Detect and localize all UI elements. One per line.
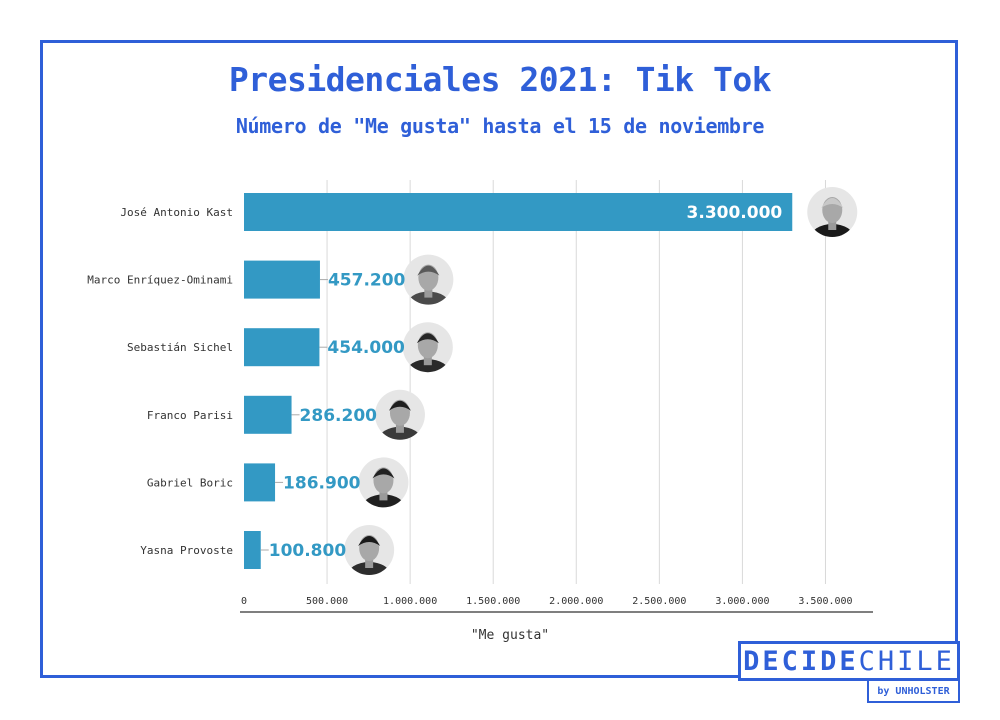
avatar-shoulders: [406, 291, 451, 305]
x-tick-label: 2.000.000: [549, 596, 603, 607]
category-label: Gabriel Boric: [147, 476, 233, 489]
bar: [244, 260, 320, 299]
value-label: 186.900: [283, 473, 361, 493]
avatar-neck: [424, 287, 433, 298]
value-label: 286.200: [300, 406, 378, 426]
logo-bold-text: DECIDE: [743, 645, 859, 677]
avatar-neck: [423, 355, 432, 366]
candidate-avatar: [402, 322, 453, 373]
value-labels: 3.300.000 457.200 454.000 286.200 186.900 100…: [269, 203, 783, 561]
category-labels: José Antonio Kast Marco Enríquez-Ominami S…: [87, 206, 233, 557]
candidate-avatar: [403, 254, 454, 305]
grid-lines: [326, 180, 826, 584]
decidechile-logo: DECIDECHILE: [738, 641, 960, 681]
avatar-neck: [395, 422, 404, 433]
avatar-neck: [379, 490, 388, 501]
chart-frame: [40, 40, 958, 678]
candidate-avatar: [344, 525, 395, 575]
value-label: 454.000: [327, 338, 405, 358]
avatar-hair: [416, 333, 439, 344]
avatar-hair: [417, 265, 440, 276]
x-tick-label: 0: [241, 596, 247, 607]
avatar-hair: [388, 400, 411, 411]
chart-subtitle: Número de "Me gusta" hasta el 15 de novi…: [235, 114, 765, 138]
x-tick-label: 3.000.000: [715, 596, 769, 607]
avatar-shoulders: [377, 426, 422, 440]
value-label: 100.800: [269, 541, 347, 561]
avatar-hair: [821, 198, 844, 208]
bars: [244, 193, 793, 569]
category-label: Marco Enríquez-Ominami: [87, 274, 233, 287]
bar: [244, 395, 292, 434]
bar: [244, 531, 261, 569]
byline-text: by UNHOLSTER: [877, 685, 950, 697]
value-label: 3.300.000: [687, 203, 783, 223]
avatar-neck: [365, 558, 374, 568]
x-tick-label: 1.000.000: [383, 596, 437, 607]
candidate-avatar: [807, 187, 858, 237]
x-tick-label: 2.500.000: [632, 596, 686, 607]
category-label: José Antonio Kast: [120, 206, 233, 219]
value-label: 457.200: [328, 271, 406, 291]
category-label: Franco Parisi: [147, 409, 233, 422]
bar: [244, 328, 320, 367]
logo-light-text: CHILE: [858, 645, 955, 677]
avatar-shoulders: [361, 494, 406, 508]
bar: [244, 193, 793, 231]
category-label: Sebastián Sichel: [127, 341, 233, 354]
avatars: [260, 187, 858, 575]
avatar-neck: [828, 220, 837, 230]
avatar-hair: [372, 468, 395, 479]
chart-title: Presidenciales 2021: Tik Tok: [228, 60, 772, 99]
avatar-shoulders: [347, 562, 392, 575]
candidate-avatar: [374, 389, 425, 440]
bar: [244, 463, 276, 502]
x-axis-title: "Me gusta": [471, 628, 549, 643]
candidate-avatar: [358, 457, 409, 508]
x-tick-labels: 0 500.000 1.000.000 1.500.000 2.000.000 2.500…: [241, 596, 853, 607]
byline-badge: by UNHOLSTER: [867, 681, 960, 703]
avatar-hair: [358, 536, 381, 546]
avatar-shoulders: [405, 359, 450, 373]
category-label: Yasna Provoste: [140, 544, 233, 557]
avatar-shoulders: [810, 224, 855, 237]
x-tick-label: 3.500.000: [798, 596, 852, 607]
x-tick-label: 1.500.000: [466, 596, 520, 607]
x-tick-label: 500.000: [306, 596, 348, 607]
